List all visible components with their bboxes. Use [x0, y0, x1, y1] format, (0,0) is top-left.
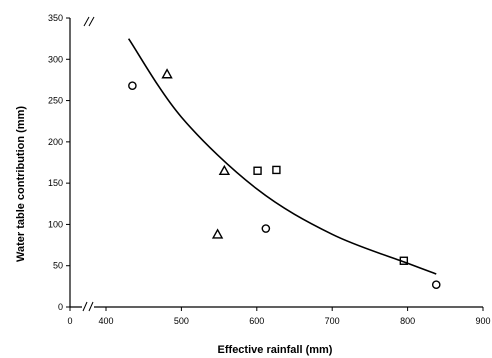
data-point-square [399, 256, 409, 265]
data-point-triangle [218, 164, 231, 176]
y-axis-break-mark [88, 16, 95, 27]
y-axis-title: Water table contribution (mm) [15, 106, 27, 262]
x-tick-label: 400 [98, 316, 113, 326]
x-tick-label: 0 [67, 316, 72, 326]
y-axis-break-mark [83, 16, 90, 27]
axes-layer: 0 50 100 150 200 250 300 350 0 400 500 600 700 800 900 [48, 13, 491, 326]
y-tick-label: 50 [53, 261, 63, 271]
x-axis-break-mark [82, 301, 88, 312]
data-point-square [253, 166, 262, 175]
y-axis-break-gap [74, 17, 96, 25]
data-point-square [272, 165, 281, 175]
y-tick-label: 0 [58, 302, 63, 312]
x-tick-label: 800 [400, 316, 415, 326]
x-axis-break-mark [88, 301, 94, 312]
y-tick-label: 350 [48, 13, 63, 23]
y-tick-label: 100 [48, 219, 63, 229]
y-tick-label: 150 [48, 178, 63, 188]
x-tick-label: 700 [325, 316, 340, 326]
data-point-triangle [161, 68, 173, 79]
data-point-triangle [211, 228, 224, 239]
marks-layer [127, 38, 441, 290]
data-point-circle [261, 224, 271, 233]
x-tick-label: 500 [174, 316, 189, 326]
data-point-circle [431, 280, 441, 290]
x-tick-label: 600 [249, 316, 264, 326]
x-axis-title: Effective rainfall (mm) [218, 344, 333, 356]
labels-layer: Effective rainfall (mm) Water table cont… [15, 106, 333, 356]
y-tick-label: 250 [48, 96, 63, 106]
y-tick-label: 200 [48, 137, 63, 147]
trend-line [127, 38, 437, 275]
data-point-circle [128, 81, 137, 91]
y-tick-label: 300 [48, 54, 63, 64]
x-tick-label: 900 [475, 316, 490, 326]
x-axis-break-gap [82, 304, 94, 310]
